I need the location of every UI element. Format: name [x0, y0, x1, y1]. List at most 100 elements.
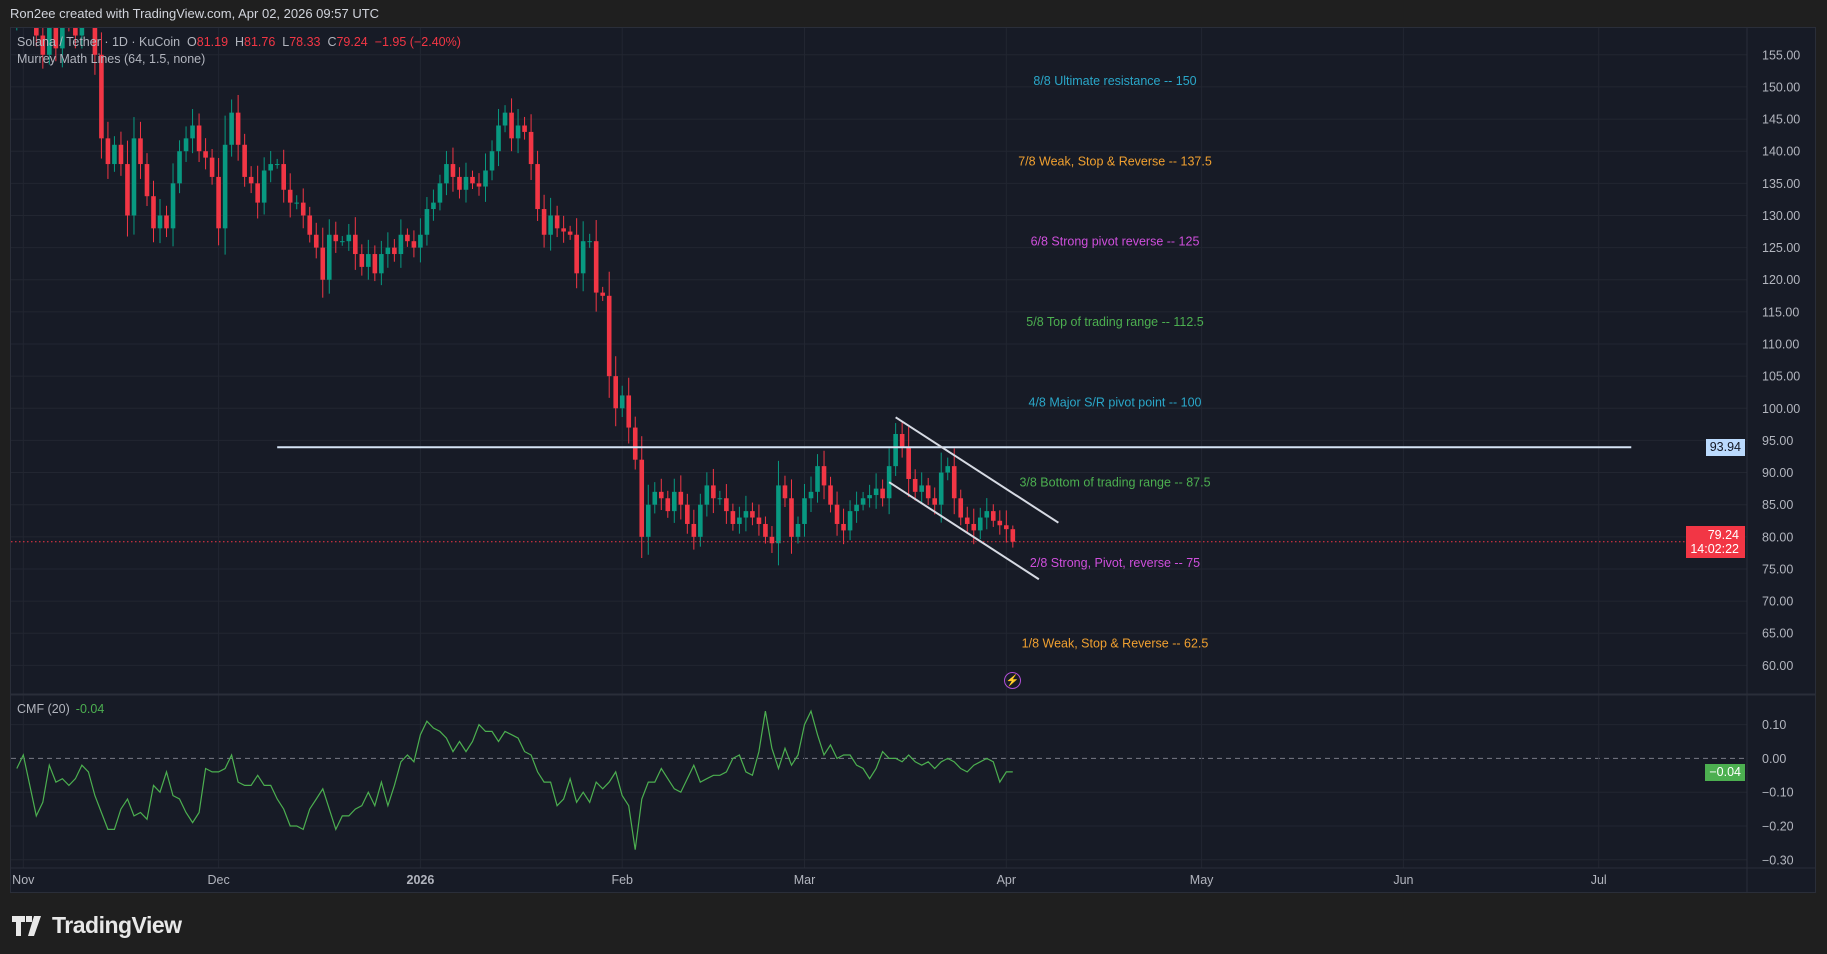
symbol-title[interactable]: Solana / Tether · 1D · KuCoin — [17, 35, 181, 49]
axes: 155.00 150.00 145.00 140.00 135.00 130.00 125.… — [12, 48, 1800, 887]
candle-body — [151, 196, 156, 229]
last-price-badge: 79.24 14:02:22 — [1686, 526, 1745, 558]
candle-body — [21, 0, 26, 3]
price-tick-label: 125.00 — [1762, 241, 1800, 255]
candle-body — [658, 491, 664, 499]
candle-body — [802, 498, 807, 524]
candle-body — [847, 511, 853, 531]
candle-body — [457, 176, 462, 190]
candle-body — [893, 433, 898, 467]
candle-body — [99, 54, 104, 139]
candle-body — [489, 151, 495, 171]
murrey-level-label: 1/8 Weak, Stop & Reverse -- 62.5 — [1022, 636, 1209, 650]
attribution: Ron2ee created with TradingView.com, Apr… — [10, 6, 380, 21]
cmf-tick-label: −0.10 — [1762, 786, 1794, 800]
candle-body — [307, 215, 313, 235]
indicator-legend[interactable]: Murrey Math Lines (64, 1.5, none) — [17, 52, 206, 66]
candle-body — [945, 466, 951, 473]
candle-body — [971, 523, 977, 531]
candle-body — [34, 28, 39, 36]
candle-body — [789, 498, 794, 537]
candle-body — [424, 209, 430, 235]
candle-body — [691, 523, 697, 537]
candle-body — [359, 254, 365, 267]
candle-body — [67, 10, 72, 23]
candle-body — [379, 254, 384, 274]
candle-body — [170, 183, 176, 229]
candle-body — [1004, 525, 1009, 530]
candle-body — [535, 164, 540, 210]
candle-body — [14, 3, 19, 22]
candle-body — [450, 164, 456, 177]
candle-body — [144, 164, 150, 197]
time-tick-label: Mar — [794, 873, 816, 887]
candle-body — [756, 517, 762, 524]
candle-body — [580, 241, 586, 274]
candle-body — [157, 215, 163, 229]
candle-body — [541, 209, 547, 235]
candle-body — [685, 504, 690, 524]
candle-body — [606, 295, 612, 377]
cmf-legend[interactable]: CMF (20) -0.04 — [17, 702, 104, 716]
price-tick-label: 140.00 — [1762, 145, 1800, 159]
candle-body — [294, 202, 300, 204]
change-value: −1.95 (−2.40%) — [374, 35, 461, 49]
candle-body — [118, 144, 124, 165]
candle-body — [841, 523, 846, 531]
candle-body — [782, 485, 788, 499]
candle-body — [873, 488, 879, 496]
candle-body — [899, 433, 905, 447]
price-tick-label: 110.00 — [1762, 338, 1799, 352]
chart-frame[interactable] — [10, 27, 1816, 893]
time-tick-label: Dec — [207, 873, 229, 887]
candle-body — [476, 183, 482, 187]
candle-body — [509, 112, 514, 139]
cmf-tick-label: 0.10 — [1762, 718, 1786, 732]
candle-body — [730, 511, 736, 524]
candle-body — [372, 254, 378, 274]
price-tick-label: 105.00 — [1762, 370, 1800, 384]
last-price: 79.24 — [1707, 528, 1739, 542]
candle-body — [600, 292, 605, 296]
tradingview-logo-icon — [12, 915, 41, 936]
candle-body — [281, 164, 286, 190]
candle-body — [672, 491, 677, 512]
candle-body — [1010, 529, 1016, 542]
candle-body — [229, 112, 234, 145]
candle-body — [645, 504, 651, 537]
time-tick-label: 2026 — [407, 873, 435, 887]
candle-body — [190, 125, 195, 139]
candle-body — [619, 395, 625, 409]
candle-body — [392, 247, 397, 255]
time-tick-label: Feb — [611, 873, 633, 887]
lightning-icon[interactable]: ⚡ — [1004, 672, 1021, 689]
candle-body — [561, 228, 566, 232]
candle-body — [300, 202, 306, 216]
tradingview-logo[interactable]: TradingView — [12, 912, 182, 939]
candle-body — [808, 491, 814, 499]
candle-body — [40, 35, 46, 55]
candle-body — [548, 215, 553, 235]
candle-body — [678, 491, 684, 505]
candle-body — [411, 241, 417, 248]
candle-body — [717, 498, 723, 500]
candle-body — [255, 183, 260, 203]
low-value: 78.33 — [289, 35, 321, 49]
candle-body — [431, 202, 436, 210]
candle-body — [515, 125, 521, 139]
candle-body — [522, 125, 527, 132]
chart-legend[interactable]: Solana / Tether · 1D · KuCoin O81.19 H81… — [17, 34, 461, 68]
candle-body — [470, 176, 475, 184]
cmf-tick-label: 0.00 — [1762, 752, 1786, 766]
candle-body — [834, 504, 840, 524]
candle-body — [242, 144, 247, 177]
drawings[interactable] — [277, 416, 1632, 581]
candle-body — [60, 28, 65, 49]
cmf-name: CMF (20) — [17, 702, 70, 716]
candle-body — [574, 234, 579, 274]
price-tick-label: 130.00 — [1762, 209, 1800, 223]
candle-body — [418, 234, 423, 248]
price-tick-label: 95.00 — [1762, 434, 1793, 448]
murrey-math-lines: 8/8 Ultimate resistance -- 150 7/8 Weak, … — [1018, 74, 1212, 650]
